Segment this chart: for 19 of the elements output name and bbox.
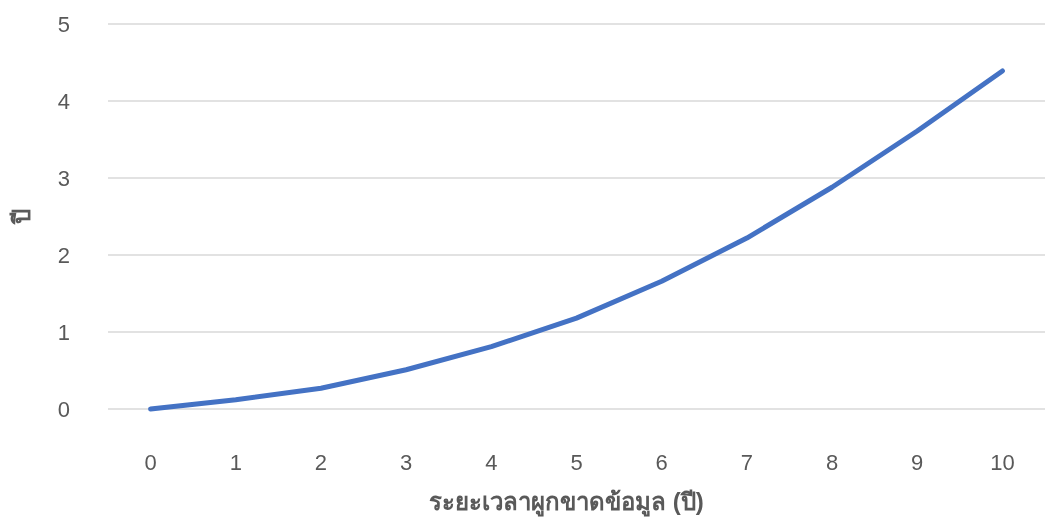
x-tick-label: 10 xyxy=(990,450,1015,475)
y-tick-label: 0 xyxy=(57,397,70,422)
x-tick-label: 7 xyxy=(740,450,753,475)
x-tick-label: 2 xyxy=(314,450,328,475)
y-tick-label: 4 xyxy=(57,89,70,114)
x-tick-label: 3 xyxy=(400,450,413,475)
y-tick-label: 5 xyxy=(57,12,70,37)
x-tick-label: 8 xyxy=(825,450,839,475)
y-axis-title: ปี xyxy=(8,209,35,225)
y-tick-label: 3 xyxy=(57,166,70,191)
x-tick-label: 0 xyxy=(144,450,157,475)
y-tick-label: 1 xyxy=(57,320,70,345)
x-tick-label: 1 xyxy=(229,450,242,475)
x-tick-label: 4 xyxy=(485,450,498,475)
y-tick-label: 2 xyxy=(57,243,70,268)
x-tick-label: 9 xyxy=(911,450,924,475)
x-tick-label: 5 xyxy=(570,450,583,475)
x-tick-label: 6 xyxy=(655,450,668,475)
x-axis-title: ระยะเวลาผูกขาดข้อมูล (ปี) xyxy=(429,488,704,517)
